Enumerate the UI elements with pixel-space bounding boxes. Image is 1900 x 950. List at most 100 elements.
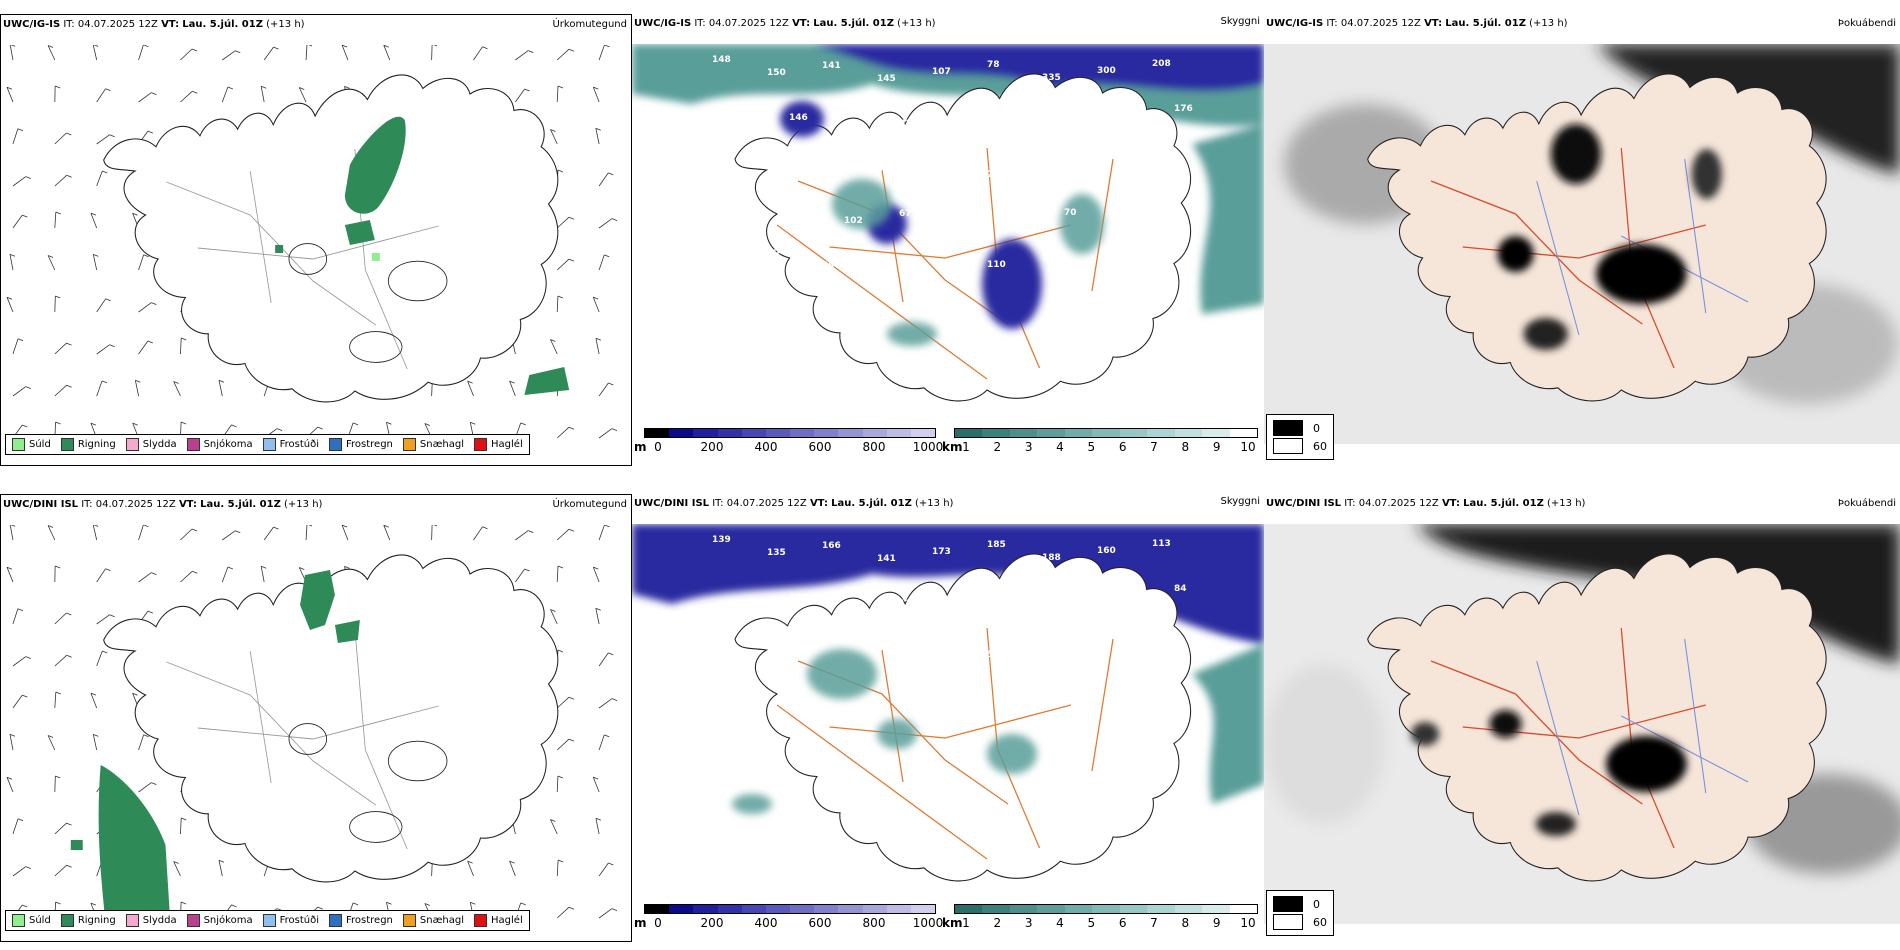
wind-barb-flag xyxy=(470,901,476,905)
wind-barb xyxy=(298,87,307,103)
colorbar-segment xyxy=(717,905,742,913)
wind-barb-flag xyxy=(557,565,564,569)
visibility-value-label: 416 xyxy=(1119,111,1138,121)
visibility-value-label: 420 xyxy=(932,157,951,167)
wind-barb xyxy=(467,380,474,397)
wind-barb-flag xyxy=(143,254,149,258)
wind-barb xyxy=(138,92,152,103)
wind-barb xyxy=(550,819,558,835)
visibility-value-label: 166 xyxy=(822,541,841,551)
legend-label: Snjókoma xyxy=(203,439,253,450)
wind-barb-flag xyxy=(593,566,599,570)
visibility-value-label: 70 xyxy=(1009,585,1022,595)
wind-barb xyxy=(180,571,193,583)
wind-barb-flag xyxy=(595,127,601,131)
colorbar-segment xyxy=(838,905,863,913)
wind-barb-flag xyxy=(467,380,473,384)
wind-barb-flag xyxy=(557,295,564,299)
wind-barb xyxy=(12,608,19,625)
wind-barb xyxy=(556,696,570,709)
wind-barb-flag xyxy=(509,380,515,384)
wind-barb xyxy=(595,128,600,145)
colorbar-segment xyxy=(886,429,911,437)
legend-swatch xyxy=(60,438,74,451)
visibility-value-label: 266 xyxy=(712,645,731,655)
wind-barb-flag xyxy=(352,902,359,906)
colorbar-segment xyxy=(862,429,887,437)
visibility-value-label: 107 xyxy=(932,67,951,77)
wind-barb-flag xyxy=(218,379,225,383)
colorbar-segment xyxy=(1064,905,1093,913)
visibility-value-label: 335 xyxy=(1042,73,1061,83)
colorbar-tick: 600 xyxy=(808,440,832,454)
colorbar-segment xyxy=(1092,429,1120,437)
wind-barb-flag xyxy=(231,904,237,908)
wind-barb-flag xyxy=(386,901,392,905)
wind-barb xyxy=(92,254,98,271)
wind-barb-flag xyxy=(317,426,323,430)
visibility-value-label: 100 xyxy=(822,631,841,641)
visibility-value-label: 69 xyxy=(844,586,857,596)
wind-barb-flag xyxy=(568,528,575,532)
wind-barb xyxy=(12,338,19,355)
visibility-value-label: 111 xyxy=(844,106,863,116)
wind-barb-flag xyxy=(191,48,198,52)
wind-barb xyxy=(515,530,529,541)
precip-type-panel-2: UWC/DINI ISL IT: 04.07.2025 12Z VT: Lau.… xyxy=(0,494,632,942)
visibility-colorbar: km 1 2 3 4 5 6 7 8 9 10 xyxy=(942,904,1262,936)
wind-barb-flag xyxy=(235,50,241,54)
wind-barb xyxy=(54,655,67,667)
visibility-value-label: 208 xyxy=(1152,59,1171,69)
colorbar-tick: 1000 xyxy=(912,916,944,930)
wind-barb-flag xyxy=(47,255,54,258)
wind-barb xyxy=(6,777,14,793)
wind-barb-flag xyxy=(55,421,61,425)
wind-barb xyxy=(47,525,56,541)
fog-map xyxy=(1264,44,1900,444)
wind-barb xyxy=(96,88,106,103)
wind-barb xyxy=(12,656,27,667)
legend-item-0: Súld xyxy=(12,438,51,451)
wind-barb xyxy=(556,565,559,583)
wind-barb-flag xyxy=(568,258,575,262)
wind-barb-flag xyxy=(317,906,323,910)
visibility-value-label: 75 xyxy=(1064,598,1077,608)
wind-barb-flag xyxy=(604,734,610,738)
colorbar-tick: 1 xyxy=(962,440,970,454)
wind-barb-flag xyxy=(524,568,530,572)
wind-barb xyxy=(598,862,609,877)
wind-barb xyxy=(556,295,559,313)
wind-barb-flag xyxy=(235,530,241,534)
wind-barb xyxy=(180,528,193,541)
wind-barb xyxy=(598,908,613,919)
wind-barb-flag xyxy=(102,170,108,174)
visibility-value-label: 185 xyxy=(987,540,1006,550)
wind-barb-flag xyxy=(93,734,99,737)
wind-barb xyxy=(96,298,106,313)
wind-barb xyxy=(54,822,67,835)
visibility-value-label: 78 xyxy=(987,60,1000,70)
wind-barb xyxy=(595,608,600,625)
legend-swatch xyxy=(262,914,276,927)
wind-barb-flag xyxy=(352,422,359,426)
colorbar-tick: 4 xyxy=(1056,916,1064,930)
wind-barb-flag xyxy=(9,253,16,257)
wind-barb xyxy=(556,775,559,793)
visibility-value-label: 135 xyxy=(767,548,786,558)
wind-barb-flag xyxy=(604,45,610,48)
rain-areas xyxy=(70,570,360,925)
colorbar-tick: 0 xyxy=(654,916,662,930)
wind-barb xyxy=(550,609,558,625)
wind-barb xyxy=(180,91,193,103)
wind-barb-flag xyxy=(25,866,31,869)
colorbar-segment xyxy=(862,905,887,913)
panel-type-title: Þokuábendi xyxy=(1837,18,1896,29)
panel-type-title: Úrkomutegund xyxy=(552,19,627,30)
wind-barb-flag xyxy=(341,45,348,48)
wind-barb xyxy=(54,132,67,145)
wind-barb xyxy=(556,738,570,751)
precip-legend: Súld Rigning Slydda Snjókoma Frostúði Frostre… xyxy=(5,910,530,931)
wind-barb xyxy=(556,528,570,541)
visibility-value-label: 130 xyxy=(789,203,808,213)
fog-legend: 0 60 xyxy=(1266,890,1334,936)
